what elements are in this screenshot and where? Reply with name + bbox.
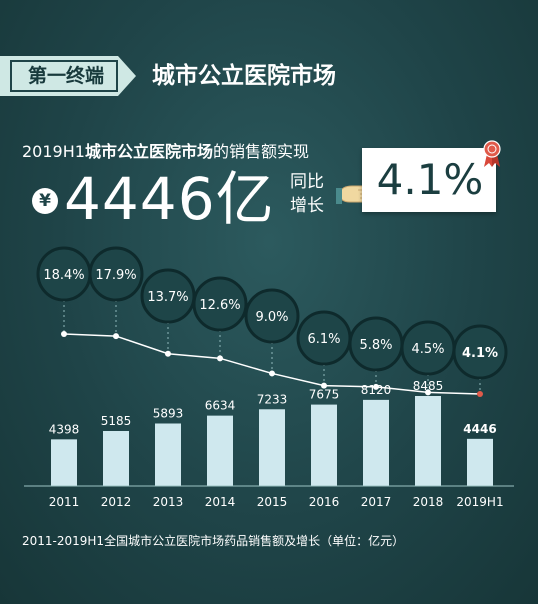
x-tick-label: 2012 [101, 495, 132, 509]
bar-value-label: 7233 [257, 392, 288, 406]
yoy-label: 同比增长 [290, 172, 324, 216]
bar-value-label: 5893 [153, 406, 184, 420]
summary-sentence: 2019H1城市公立医院市场的销售额实现 [22, 140, 309, 164]
x-tick-label: 2013 [153, 495, 184, 509]
yen-icon: ¥ [32, 188, 58, 214]
growth-point [269, 370, 275, 377]
bar-series [51, 396, 493, 486]
bar-value-label: 4398 [49, 422, 80, 436]
bubble-stems [63, 300, 481, 394]
award-ribbon-icon [483, 140, 501, 167]
growth-value: 4.1% [376, 155, 484, 204]
x-tick-label: 2011 [49, 495, 80, 509]
x-tick-label: 2017 [361, 495, 392, 509]
growth-label: 5.8% [359, 338, 392, 353]
section-tag-label: 第一终端 [27, 65, 104, 87]
growth-label: 9.0% [255, 310, 288, 325]
growth-label: 4.1% [462, 346, 498, 361]
bar-value-label: 4446 [463, 422, 496, 436]
section-title: 城市公立医院市场 [152, 63, 336, 89]
growth-label: 6.1% [307, 332, 340, 347]
growth-point [165, 350, 171, 357]
growth-bubble [244, 288, 300, 344]
growth-line-series [61, 331, 483, 397]
bar-value-label: 7675 [309, 388, 340, 402]
growth-label: 17.9% [95, 268, 136, 283]
bar-value-label: 8485 [413, 379, 444, 393]
x-tick-label: 2016 [309, 495, 340, 509]
growth-bubbles: 18.4% 17.9% 13.7% 12.6% 9.0% 6.1% 5.8% 4.5% 4.1% [36, 246, 508, 380]
x-tick-label: 2018 [413, 495, 444, 509]
sales-amount: 4446亿 [64, 165, 275, 233]
growth-point [61, 331, 67, 337]
bar [467, 438, 493, 486]
x-axis-tick-labels: 2011 2012 2013 2014 2015 2016 2017 2018 2019H1 [49, 495, 504, 509]
x-tick-label: 2014 [205, 495, 236, 509]
bar [103, 431, 129, 486]
x-tick-label: 2019H1 [456, 495, 503, 509]
section-tag-frame [10, 60, 118, 92]
bar [259, 409, 285, 486]
summary-subject: 城市公立医院市场 [84, 142, 213, 161]
summary-period: 2019H1 [22, 142, 85, 161]
chart-footnote: 2011-2019H1全国城市公立医院市场药品销售额及增长（单位：亿元） [22, 534, 405, 548]
growth-box [362, 148, 496, 212]
growth-bubble [192, 276, 248, 332]
growth-point [373, 383, 379, 390]
growth-point [113, 333, 119, 340]
bar-value-label: 5185 [101, 414, 132, 428]
bar-value-labels: 4398 5185 5893 6634 7233 7675 8120 8485 4446 [49, 379, 497, 436]
bar-value-label: 6634 [205, 399, 236, 413]
x-tick-label: 2015 [257, 495, 288, 509]
summary-suffix: 的销售额实现 [212, 142, 309, 161]
bar [415, 396, 441, 486]
section-tag [0, 56, 136, 96]
growth-label: 13.7% [147, 290, 188, 305]
bar [207, 415, 233, 486]
growth-label: 4.5% [411, 342, 444, 357]
sales-growth-chart: 18.4% 17.9% 13.7% 12.6% 9.0% 6.1% 5.8% 4.5% 4.1%… [24, 246, 514, 509]
bar [311, 404, 337, 486]
bar [155, 423, 181, 486]
growth-label: 18.4% [43, 268, 84, 283]
growth-point [477, 391, 483, 397]
growth-bubble [88, 246, 144, 302]
bar [51, 439, 77, 486]
bar [363, 399, 389, 486]
growth-point [425, 389, 431, 396]
growth-point [321, 382, 327, 389]
growth-point [217, 355, 223, 362]
growth-label: 12.6% [199, 298, 240, 313]
bar-value-label: 8120 [361, 383, 392, 397]
growth-bubble [452, 324, 508, 380]
